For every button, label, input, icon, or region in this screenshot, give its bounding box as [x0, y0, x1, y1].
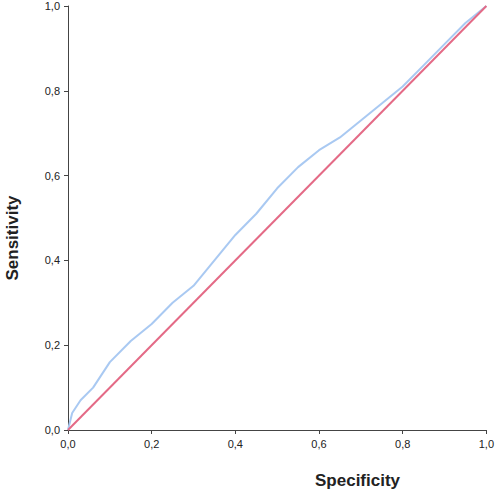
svg-text:0,4: 0,4 — [228, 438, 243, 450]
svg-text:0,8: 0,8 — [45, 85, 60, 97]
svg-text:0,2: 0,2 — [45, 339, 60, 351]
svg-text:0,0: 0,0 — [45, 424, 60, 436]
svg-text:1,0: 1,0 — [479, 438, 494, 450]
svg-text:0,8: 0,8 — [395, 438, 410, 450]
svg-text:Specificity: Specificity — [315, 471, 401, 490]
svg-text:0,6: 0,6 — [311, 438, 326, 450]
svg-text:0,2: 0,2 — [144, 438, 159, 450]
svg-text:0,0: 0,0 — [60, 438, 75, 450]
svg-text:1,0: 1,0 — [45, 0, 60, 12]
svg-text:0,6: 0,6 — [45, 170, 60, 182]
svg-text:Sensitivity: Sensitivity — [3, 195, 22, 281]
svg-text:0,4: 0,4 — [45, 254, 60, 266]
